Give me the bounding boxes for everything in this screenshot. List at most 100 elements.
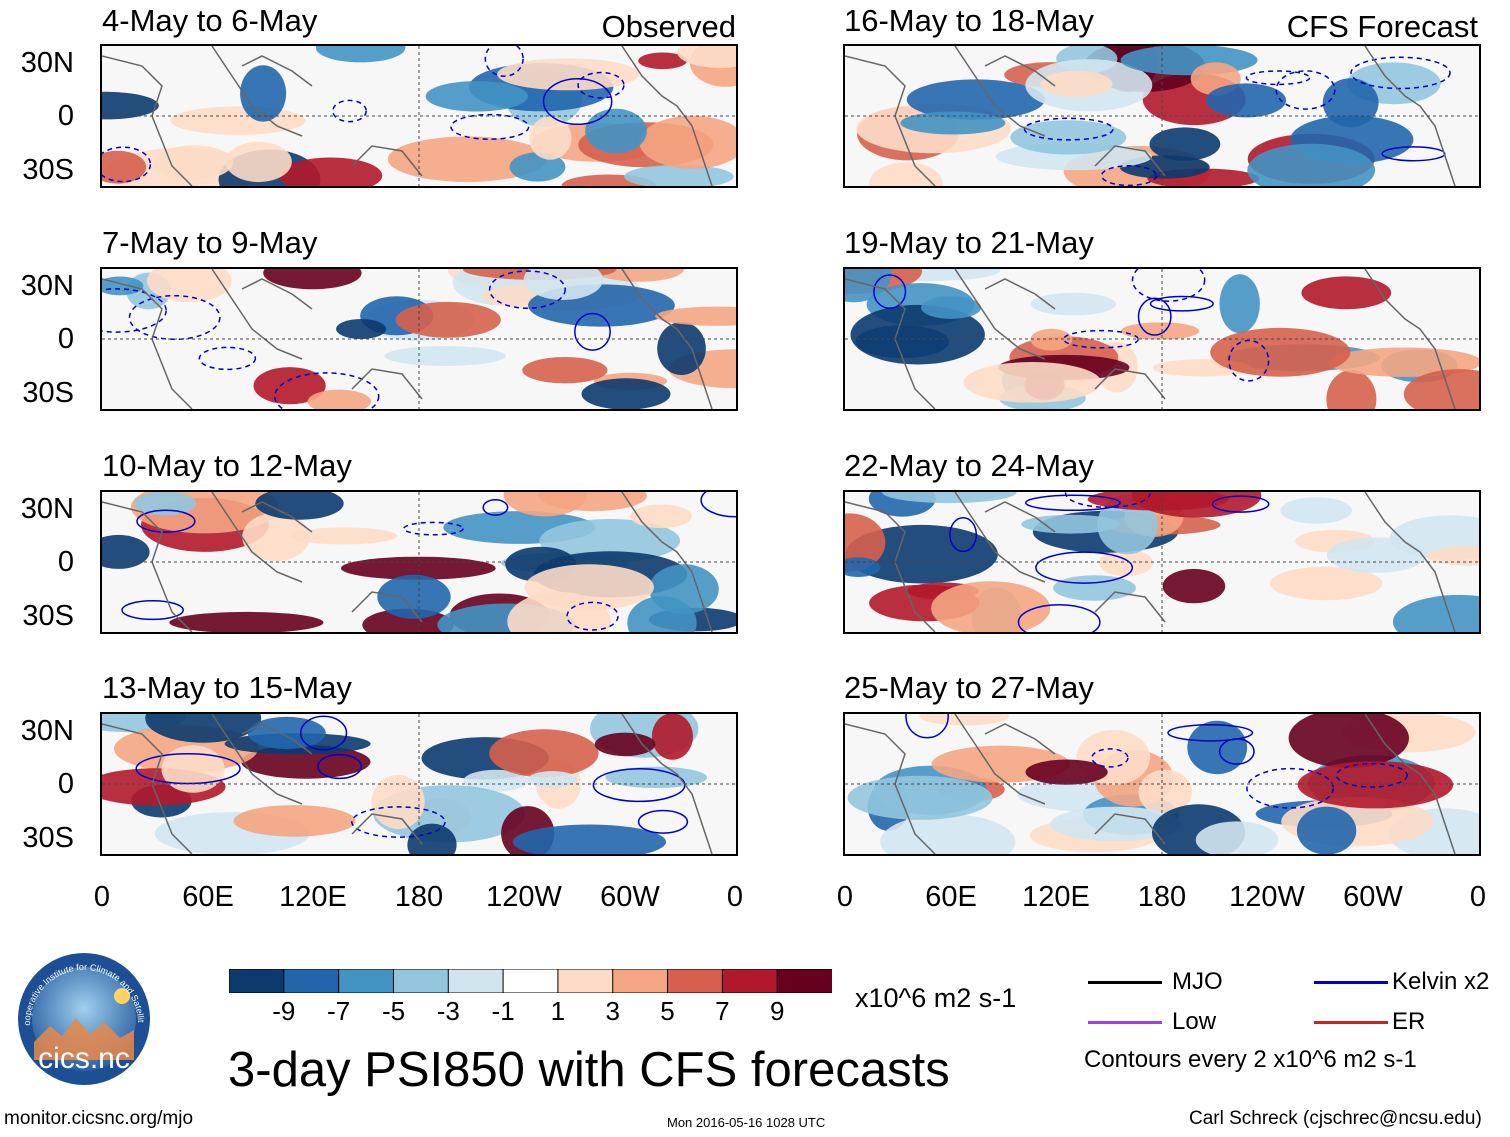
colorbar-svg: [228, 968, 833, 994]
coastline: [351, 145, 423, 177]
anomaly-blob: [169, 611, 324, 632]
anomaly-blob: [657, 322, 706, 375]
anomaly-blob: [523, 269, 603, 300]
kelvin-contour: [1335, 762, 1408, 788]
anomaly-blob: [1195, 821, 1279, 854]
kelvin-contour: [450, 113, 530, 140]
coastline: [211, 46, 303, 137]
colorbar-swatch: [502, 968, 559, 994]
kelvin-contour: [1035, 551, 1134, 584]
anomaly-blob: [247, 716, 326, 750]
anomaly-blob: [1162, 568, 1226, 604]
anomaly-blob: [1053, 575, 1136, 601]
anomaly-blob: [581, 378, 671, 409]
coastline: [1364, 492, 1456, 632]
anomaly-blob: [489, 729, 599, 778]
anomaly-blob: [1288, 714, 1409, 768]
legend-note: Contours every 2 x10^6 m2 s-1: [1084, 1046, 1417, 1073]
colorbar-tick-label: 3: [605, 996, 620, 1026]
kelvin-contour: [1350, 56, 1451, 90]
anomaly-blob: [1219, 274, 1260, 334]
observed-label: Observed: [601, 9, 736, 44]
map-panel-forecast-1: [843, 44, 1481, 188]
anomaly-blob: [931, 581, 1051, 632]
coastline: [621, 269, 713, 409]
kelvin-contour: [566, 601, 619, 631]
anomaly-blob: [655, 306, 736, 326]
map-panel-observed-3: [100, 490, 738, 634]
anomaly-blob: [233, 805, 356, 837]
colorbar-swatch: [776, 968, 833, 994]
anomaly-blob: [1269, 566, 1383, 601]
kelvin-contour: [102, 288, 167, 333]
cics-logo: Cooperative Institute for Climate and Sa…: [7, 942, 158, 1088]
colorbar-tick-label: -9: [272, 996, 296, 1026]
logo-text: cics.nc: [38, 1042, 130, 1075]
kelvin-contour: [121, 600, 184, 621]
anomaly-blob: [522, 357, 608, 384]
colorbar-tick-label: 5: [660, 996, 675, 1026]
coastline: [351, 368, 423, 400]
anomaly-blob: [1010, 120, 1127, 155]
coastline: [211, 492, 303, 583]
kelvin-contour: [488, 270, 566, 309]
anomaly-blob: [371, 774, 425, 830]
kelvin-contour: [949, 517, 978, 553]
colorbar-tick-label: -5: [381, 996, 406, 1026]
anomaly-blob: [154, 145, 233, 180]
anomaly-blob: [170, 106, 306, 135]
lon-label: 0: [93, 881, 111, 913]
kelvin-contour: [1091, 748, 1129, 768]
anomaly-blob: [921, 296, 982, 319]
kelvin-contour: [482, 498, 509, 516]
coastline: [102, 723, 193, 854]
coastline: [954, 714, 1046, 805]
anomaly-blob: [147, 269, 232, 303]
kelvin-contour: [1062, 329, 1139, 349]
lat-label-30s: 30S: [22, 154, 74, 186]
anomaly-blob: [395, 301, 501, 338]
coastline: [211, 269, 303, 360]
anomaly-blob: [919, 714, 1009, 726]
coastline: [954, 492, 1046, 583]
coastline: [351, 591, 423, 623]
anomaly-blob: [1322, 78, 1379, 128]
map-panel-forecast-4: [843, 712, 1481, 856]
panel-title-observed-4: 13-May to 15-May: [102, 670, 352, 705]
kelvin-contour: [351, 806, 446, 838]
anomaly-blob: [161, 745, 225, 793]
anomaly-blob: [1280, 497, 1352, 524]
coastline: [984, 278, 1056, 310]
anomaly-blob: [594, 732, 656, 757]
anomaly-blob: [1210, 327, 1351, 377]
coastline: [984, 501, 1056, 533]
coastline: [1364, 269, 1456, 409]
coastline: [621, 714, 713, 854]
colorbar-swatch: [667, 968, 724, 994]
kelvin-contour: [136, 509, 196, 533]
anomaly-blob: [906, 79, 1045, 120]
lon-label: 0: [1469, 881, 1487, 913]
kelvin-contour: [905, 714, 949, 739]
anomaly-blob: [336, 319, 387, 339]
kelvin-contour: [700, 492, 736, 518]
anomaly-blob: [1247, 143, 1376, 186]
coastline: [984, 723, 1056, 755]
kelvin-contour: [332, 99, 367, 123]
coastline: [845, 278, 936, 409]
coastline: [954, 46, 1046, 137]
panel-title-observed-3: 10-May to 12-May: [102, 448, 352, 483]
anomaly-blob: [1205, 83, 1287, 118]
lat-label-30n: 30N: [20, 715, 74, 747]
lat-label-eq: 0: [57, 768, 74, 800]
lat-label-30s: 30S: [22, 377, 74, 409]
legend-line-mjo: [1088, 981, 1162, 984]
footer-url[interactable]: monitor.cicsnc.org/mjo: [4, 1108, 194, 1129]
coastline: [621, 46, 713, 186]
anomaly-blob: [278, 157, 383, 186]
lat-label-30n: 30N: [20, 493, 74, 525]
lon-label: 0: [726, 881, 744, 913]
anomaly-blob: [900, 111, 1006, 135]
coastline: [241, 723, 313, 755]
kelvin-contour: [1024, 494, 1121, 512]
